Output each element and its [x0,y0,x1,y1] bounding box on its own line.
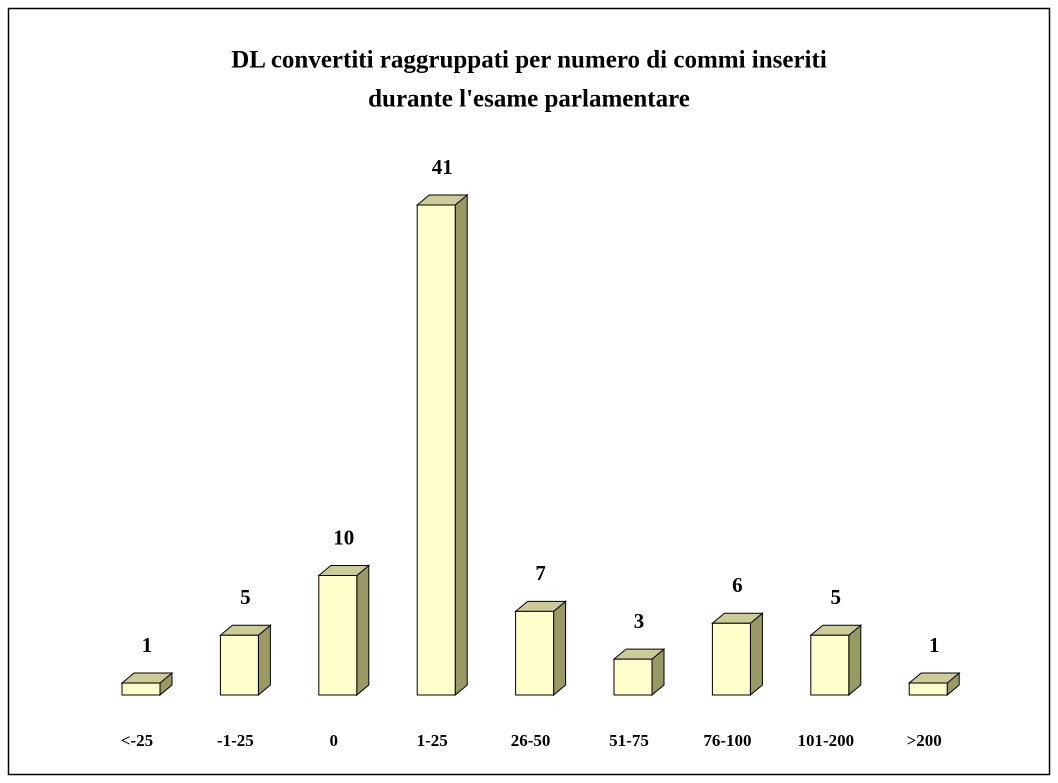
x-tick-label: 26-50 [511,731,551,750]
bar [613,658,653,696]
bar [908,682,948,696]
bar [121,682,161,696]
bar [416,204,456,696]
x-tick-label: >200 [907,731,942,750]
bar [711,622,751,696]
value-label: 5 [240,585,251,609]
value-label: 3 [634,609,645,633]
bar [810,634,850,696]
bar-side [848,624,862,697]
value-label: 1 [142,633,153,657]
bar-side [749,612,763,697]
chart-title: durante l'esame parlamentare [368,86,690,113]
bar-side [553,600,567,697]
bar [318,574,358,696]
value-label: 41 [432,155,453,179]
x-tick-label: 76-100 [703,731,751,750]
x-tick-label: 0 [330,731,339,750]
chart-title: DL convertiti raggruppati per numero di … [231,47,827,74]
bar-side [454,193,468,697]
value-label: 1 [929,633,940,657]
x-tick-label: 1-25 [417,731,448,750]
x-tick-label: <-25 [121,731,153,750]
value-label: 6 [732,573,743,597]
x-tick-label: 51-75 [609,731,649,750]
value-label: 7 [535,561,546,585]
bar [219,634,259,696]
value-label: 10 [333,525,354,549]
value-label: 5 [831,585,842,609]
bar-side [257,624,271,697]
bar [515,610,555,696]
x-tick-label: 101-200 [797,731,854,750]
x-tick-label: -1-25 [217,731,254,750]
bar-side [356,564,370,697]
